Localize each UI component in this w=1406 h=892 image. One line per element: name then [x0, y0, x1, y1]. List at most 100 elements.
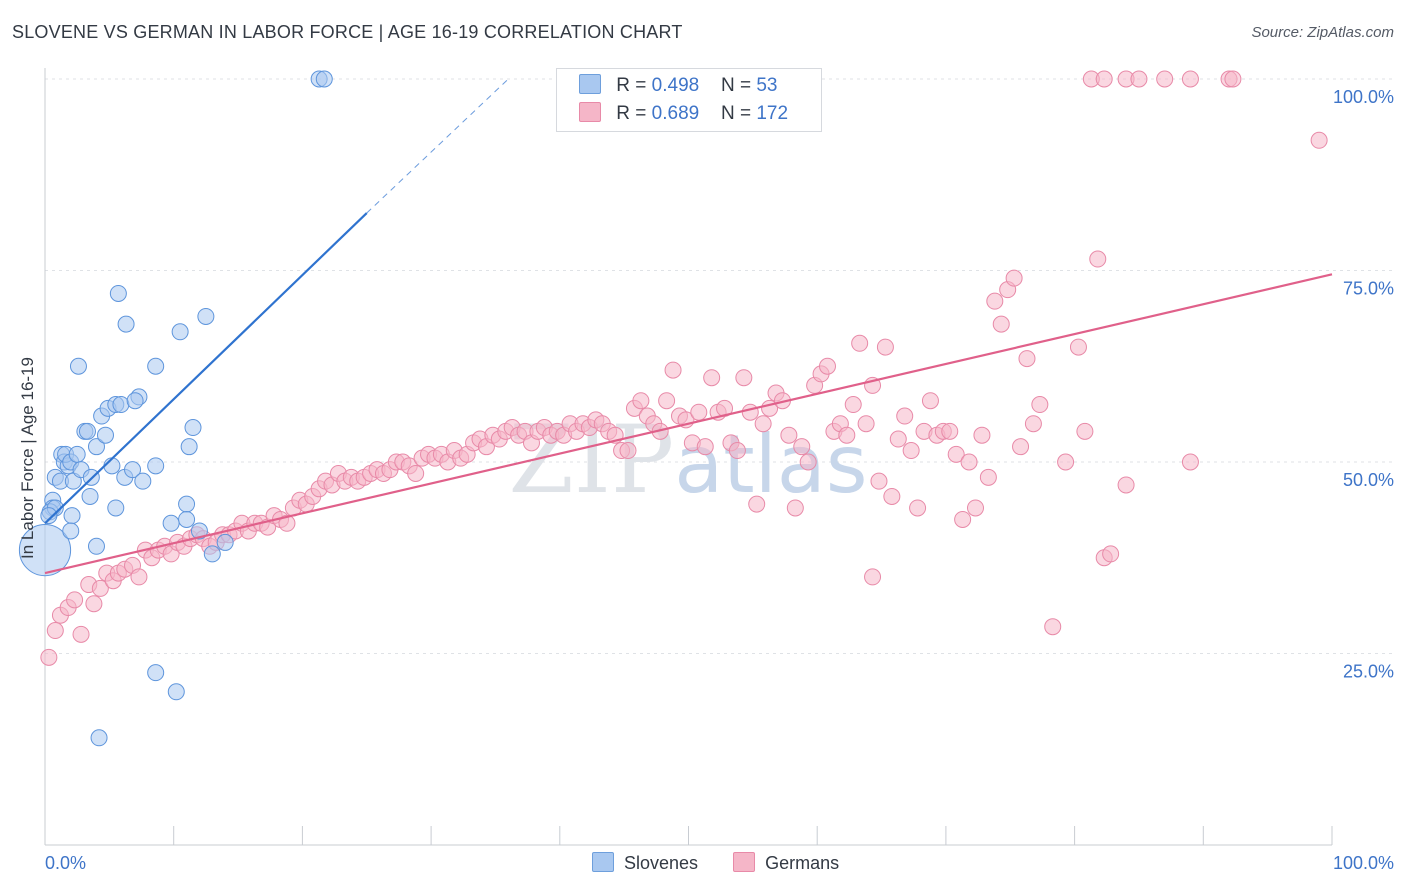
german-point [780, 426, 798, 444]
slovene-point [87, 537, 105, 555]
slovenes-trend-extension [366, 78, 509, 214]
grid-lines [45, 78, 1392, 654]
german-point [979, 468, 997, 486]
legend-row-germans: R = 0.689 N = 172 [579, 102, 788, 130]
german-point [1089, 250, 1107, 268]
legend-n-value: 53 [756, 75, 778, 96]
correlation-legend: R = 0.498 N = 53 R = 0.689 N = 172 [556, 68, 822, 132]
x-ticks [44, 826, 1333, 845]
slovene-point [124, 461, 142, 479]
german-point [799, 453, 817, 471]
chart-title: SLOVENE VS GERMAN IN LABOR FORCE | AGE 1… [12, 22, 683, 42]
slovenes-swatch [592, 852, 614, 872]
german-point [1117, 476, 1135, 494]
legend-swatch-slovenes [579, 74, 601, 94]
slovene-point [112, 396, 130, 414]
german-point [66, 591, 84, 609]
slovene-point [81, 487, 99, 505]
slovene-point [167, 683, 185, 701]
german-point [130, 568, 148, 586]
german-point [992, 315, 1010, 333]
germans-trend-line [44, 273, 1333, 575]
german-point [658, 392, 676, 410]
german-point [1044, 618, 1062, 636]
german-point [1005, 269, 1023, 287]
german-point [857, 415, 875, 433]
slovene-point [147, 357, 165, 375]
german-point [1024, 415, 1042, 433]
german-point [954, 510, 972, 528]
german-point [941, 422, 959, 440]
slovene-point [147, 664, 165, 682]
german-point [1012, 438, 1030, 456]
german-point [619, 442, 637, 460]
slovene-point [90, 729, 108, 747]
slovene-point [107, 499, 125, 517]
legend-n-label: N = [720, 103, 752, 124]
german-point [278, 514, 296, 532]
series-legend-slovenes[interactable]: Slovenes [592, 852, 698, 874]
slovene-point [18, 523, 72, 577]
slovene-point [68, 445, 86, 463]
legend-r-label: R = [616, 75, 647, 96]
legend-n-label: N = [720, 75, 752, 96]
german-point [748, 495, 766, 513]
german-point [85, 595, 103, 613]
german-point [793, 438, 811, 456]
x-tick-label-max: 100.0% [1333, 853, 1394, 873]
german-point [889, 430, 907, 448]
slovene-point [134, 472, 152, 490]
german-point [1181, 70, 1199, 88]
german-point [1310, 131, 1328, 149]
german-point [728, 442, 746, 460]
slovene-point [117, 315, 135, 333]
german-point [838, 426, 856, 444]
slovene-point [162, 514, 180, 532]
x-tick-label-min: 0.0% [45, 853, 86, 873]
slovene-point [203, 545, 221, 563]
slovenes-points [18, 70, 333, 747]
german-point [735, 369, 753, 387]
legend-swatch-germans [579, 102, 601, 122]
slovene-point [180, 438, 198, 456]
german-point [72, 625, 90, 643]
german-point [986, 292, 1004, 310]
series-legend: Slovenes Germans [592, 852, 869, 874]
german-point [864, 568, 882, 586]
trend-lines [44, 78, 1333, 575]
legend-r-label: R = [616, 103, 647, 124]
germans-points [40, 70, 1328, 666]
german-point [1031, 396, 1049, 414]
legend-n-value: 172 [756, 103, 789, 124]
german-point [1076, 422, 1094, 440]
german-point [690, 403, 708, 421]
german-point [703, 369, 721, 387]
german-point [896, 407, 914, 425]
german-point [883, 487, 901, 505]
germans-swatch [733, 852, 756, 872]
german-point [1130, 70, 1148, 88]
german-point [960, 453, 978, 471]
slovene-point [87, 438, 105, 456]
y-tick-label: 100.0% [1333, 87, 1394, 107]
slovene-point [96, 426, 114, 444]
slovene-point [78, 422, 96, 440]
german-point [741, 403, 759, 421]
y-axis-label: In Labor Force | Age 16-19 [18, 357, 37, 559]
slovene-point [40, 507, 58, 525]
slovene-point [315, 70, 333, 88]
slovene-point [147, 457, 165, 475]
series-legend-germans[interactable]: Germans [733, 852, 839, 874]
y-tick-label: 25.0% [1343, 662, 1394, 682]
german-point [921, 392, 939, 410]
german-point [786, 499, 804, 517]
german-point [407, 464, 425, 482]
legend-r-value: 0.689 [651, 103, 700, 124]
german-point [1102, 545, 1120, 563]
german-point [973, 426, 991, 444]
german-point [876, 338, 894, 356]
german-point [696, 438, 714, 456]
german-point [664, 361, 682, 379]
german-point [40, 648, 58, 666]
slovene-point [216, 533, 234, 551]
